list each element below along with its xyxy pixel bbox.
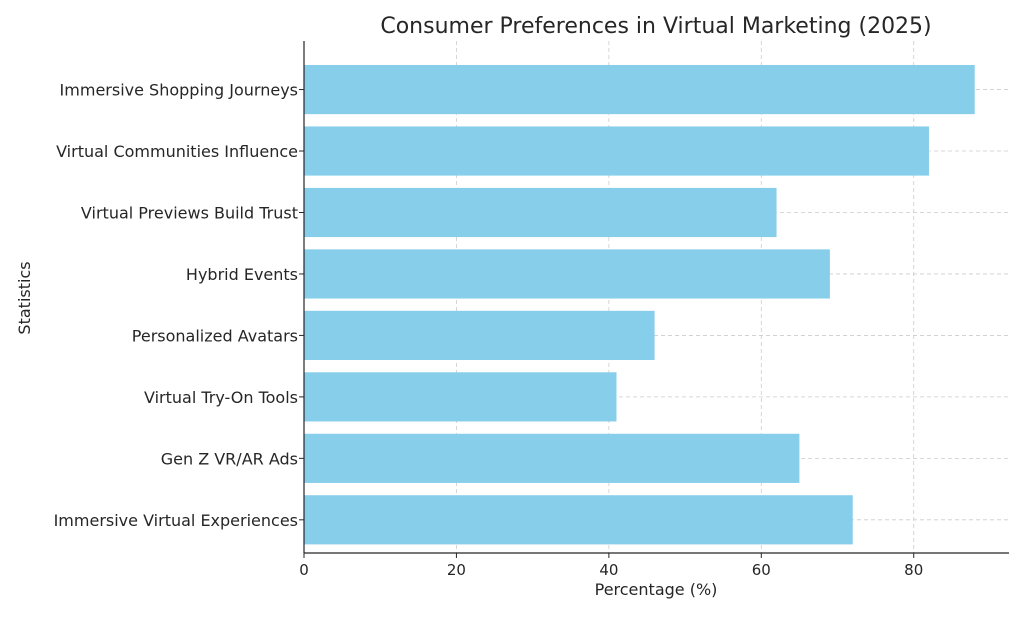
bar — [304, 126, 929, 176]
y-tick-label: Personalized Avatars — [132, 326, 298, 345]
x-tick-labels: 0 20 40 60 80 — [299, 561, 923, 579]
axes — [299, 41, 1009, 558]
x-tick-label: 60 — [752, 561, 771, 579]
x-tick-label: 20 — [447, 561, 466, 579]
y-tick-label: Immersive Shopping Journeys — [60, 81, 298, 100]
bar — [304, 249, 830, 299]
bar — [304, 372, 617, 422]
x-tick-label: 0 — [299, 561, 309, 579]
bar — [304, 64, 975, 115]
y-tick-label: Virtual Try-On Tools — [144, 388, 298, 407]
y-tick-label: Gen Z VR/AR Ads — [161, 449, 298, 468]
y-tick-label: Virtual Previews Build Trust — [81, 203, 298, 222]
bar — [304, 310, 655, 361]
y-tick-label: Virtual Communities Influence — [56, 142, 298, 161]
y-tick-label: Immersive Virtual Experiences — [54, 511, 298, 530]
bar — [304, 495, 853, 545]
bars — [304, 64, 975, 545]
x-tick-label: 40 — [599, 561, 618, 579]
x-tick-label: 80 — [904, 561, 923, 579]
y-tick-label: Hybrid Events — [186, 265, 298, 284]
y-axis-label: Statistics — [15, 261, 34, 334]
bar — [304, 433, 800, 483]
x-axis-label: Percentage (%) — [595, 580, 718, 599]
y-tick-labels: Immersive Shopping Journeys Virtual Commu… — [54, 81, 298, 530]
bar — [304, 187, 777, 238]
chart-title: Consumer Preferences in Virtual Marketin… — [380, 14, 931, 39]
